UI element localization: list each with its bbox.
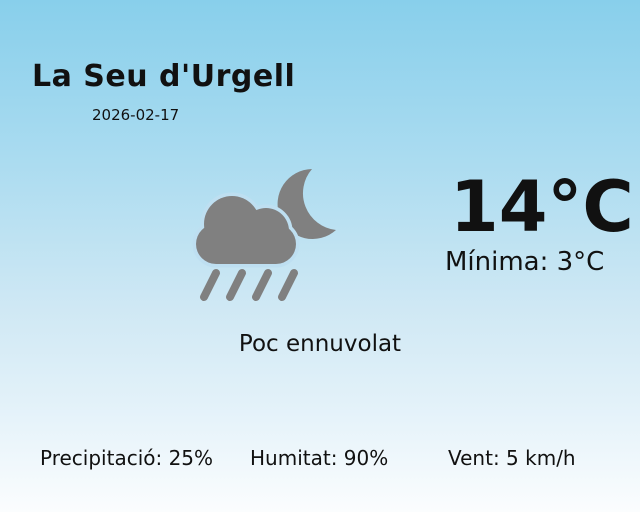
- location-title: La Seu d'Urgell: [32, 59, 296, 94]
- cloud-icon: [196, 196, 296, 264]
- condition-text: Poc ennuvolat: [238, 331, 402, 357]
- precipitation-label: Precipitació: 25%: [40, 446, 214, 470]
- current-temperature: 14°C: [450, 166, 634, 248]
- moon-icon: [277, 169, 336, 239]
- date-label: 2026-02-17: [92, 106, 180, 124]
- humidity-label: Humitat: 90%: [250, 446, 389, 470]
- minimum-temperature: Mínima: 3°C: [445, 247, 605, 277]
- weather-condition-icon: [192, 169, 336, 301]
- wind-label: Vent: 5 km/h: [448, 446, 576, 470]
- rain-streaks-icon: [200, 269, 298, 301]
